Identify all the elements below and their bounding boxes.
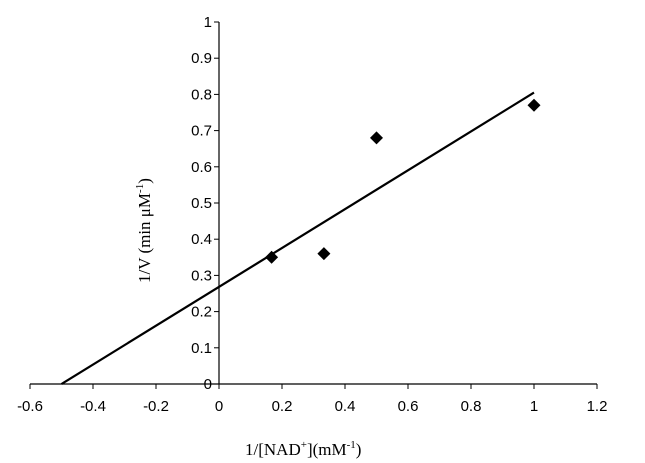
x-tick-label: 0 [215,398,223,415]
x-tick-label: 0.2 [272,398,293,415]
data-point [527,98,541,112]
data-points [265,98,541,264]
y-tick-label: 0.3 [191,267,212,284]
y-tick-label: 0.7 [191,123,212,140]
y-title-part-1: 1/V (min μM [135,193,154,283]
x-title-part-2: ](mM [307,440,347,459]
data-point [317,247,331,261]
x-tick-label: -0.6 [17,398,43,415]
y-tick-label: 0.2 [191,304,212,321]
y-tick-label: 1 [204,14,212,31]
x-tick-label: -0.2 [143,398,169,415]
x-tick-label: 0.4 [335,398,356,415]
fit-line-group [60,91,535,385]
x-title-part-3: ) [356,440,362,459]
y-tick-label: 0.8 [191,86,212,103]
x-title-sup-2: -1 [347,439,356,451]
x-tick-labels: -0.6 -0.4 -0.2 0 0.2 0.4 0.6 0.8 1 1.2 [17,398,607,415]
y-tick-label: 0.6 [191,159,212,176]
x-tick-label: 0.8 [461,398,482,415]
data-point [370,131,383,145]
x-tick-label: 1.2 [587,398,608,415]
y-tick-label: 0.5 [191,195,212,212]
x-tick-label: -0.4 [80,398,106,415]
fit-line [60,91,535,385]
x-title-sup-1: + [301,439,307,451]
y-tick-label: 0 [204,376,212,393]
y-tick-label: 0.9 [191,50,212,67]
axes [29,21,598,389]
y-title-part-2: ) [135,178,154,184]
y-tick-label: 0.4 [191,231,212,248]
x-title-part-1: 1/[NAD [245,440,301,459]
x-tick-label: 0.6 [398,398,419,415]
y-tick-label: 0.1 [191,340,212,357]
y-title-sup: -1 [134,184,146,193]
data-point [265,250,279,264]
y-axis-title: 1/V (min μM-1) [134,178,154,283]
x-tick-label: 1 [530,398,538,415]
x-axis-title: 1/[NAD+](mM-1) [245,439,361,459]
y-tick-labels: 0 0.1 0.2 0.3 0.4 0.5 0.6 0.7 0.8 0.9 1 [191,14,212,393]
